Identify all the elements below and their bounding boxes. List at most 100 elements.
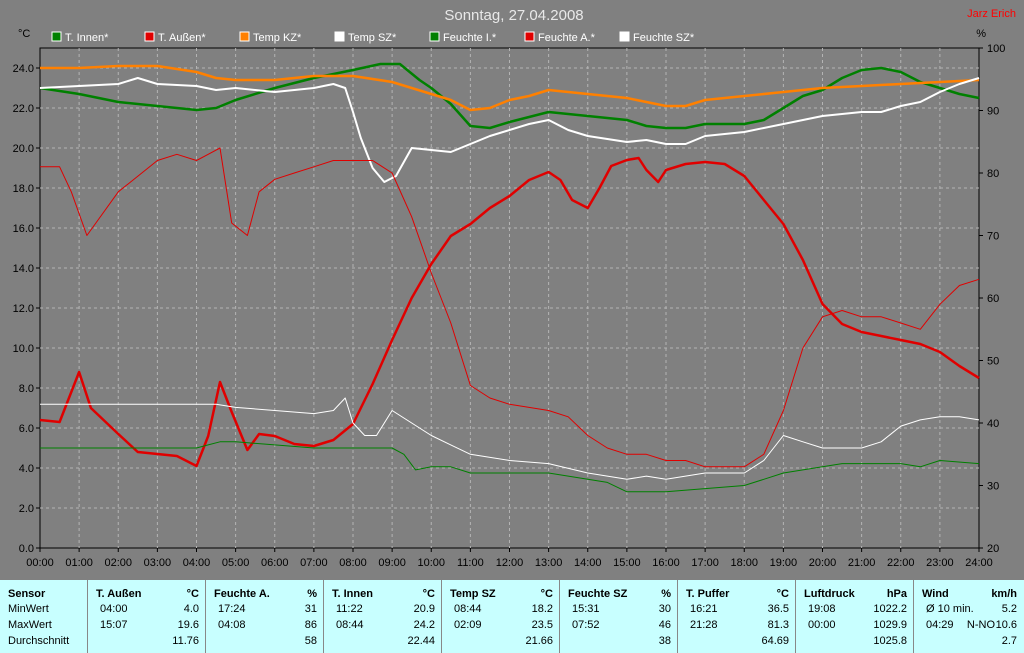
stats-cell-label: 16:21	[690, 603, 718, 615]
stats-header-label: Sensor	[8, 588, 46, 600]
left-tick-label: 14.0	[13, 263, 34, 275]
stats-cell-value: 10.6	[995, 619, 1017, 631]
right-tick-label: 20	[987, 543, 999, 555]
stats-cell-label: 02:09	[454, 619, 482, 631]
stats-cell-label: 17:24	[218, 603, 246, 615]
stats-cell-value: 86	[304, 619, 317, 631]
stats-column: T. Innen °C 11:22 20.9 08:44 24.2 22.44	[324, 580, 442, 653]
stats-cell-label: Ø 10 min.	[926, 603, 974, 615]
stats-cell-value: 30	[658, 603, 671, 615]
stats-row: 2.7	[914, 634, 1023, 649]
series-line-4	[40, 441, 980, 493]
stats-column: Temp SZ °C 08:44 18.2 02:09 23.5 21.66	[442, 580, 560, 653]
x-tick-label: 24:00	[965, 557, 993, 569]
author-label: Jarz Erich	[967, 8, 1016, 20]
right-tick-label: 40	[987, 418, 999, 430]
stats-row: 08:44 18.2	[442, 602, 559, 617]
stats-row: 22.44	[324, 634, 441, 649]
legend-label: Feuchte I.*	[443, 32, 497, 44]
stats-cell-value: 38	[658, 635, 671, 647]
stats-row: 15:31 30	[560, 602, 677, 617]
right-tick-label: 50	[987, 356, 999, 368]
stats-header-unit: °C	[422, 588, 435, 600]
stats-cell-value: 19.6	[177, 619, 199, 631]
stats-cell-label: 04:00	[100, 603, 128, 615]
x-tick-label: 12:00	[496, 557, 524, 569]
legend-swatch	[334, 31, 345, 42]
stats-header-label: Feuchte A.	[214, 588, 270, 600]
stats-row: 38	[560, 634, 677, 649]
legend-swatch	[51, 31, 62, 42]
stats-header: Feuchte SZ%	[560, 587, 677, 602]
x-tick-label: 19:00	[770, 557, 798, 569]
x-tick-label: 15:00	[613, 557, 641, 569]
chart: Sonntag, 27.04.2008 Jarz Erich °C % T. I…	[13, 7, 1016, 569]
stats-cell-value: 1029.9	[873, 619, 907, 631]
stats-header-unit: hPa	[886, 588, 907, 600]
right-tick-label: 70	[987, 231, 999, 243]
stats-column: Feuchte SZ% 15:31 30 07:52 46 38	[560, 580, 678, 653]
stats-header-unit: °C	[776, 588, 789, 600]
right-tick-label: 30	[987, 481, 999, 493]
stats-header: Luftdruck hPa	[796, 587, 913, 602]
x-tick-label: 17:00	[691, 557, 719, 569]
stats-header-unit: %	[661, 588, 671, 600]
stats-header: T. Außen °C	[88, 587, 205, 602]
stats-header-unit: °C	[186, 588, 199, 600]
stats-cell-value: 81.3	[767, 619, 789, 631]
x-tick-label: 11:00	[457, 557, 484, 569]
left-tick-label: 22.0	[13, 103, 34, 115]
stats-row: 19:08 1022.2	[796, 602, 913, 617]
legend-swatch	[144, 31, 155, 42]
stats-header-label: T. Puffer	[686, 588, 730, 600]
x-tick-label: 18:00	[730, 557, 758, 569]
stats-row: 04:08 86	[206, 618, 323, 633]
x-tick-label: 05:00	[222, 557, 250, 569]
stats-header: Temp SZ °C	[442, 587, 559, 602]
stats-row: Durchschnitt	[0, 634, 87, 649]
x-tick-label: 08:00	[339, 557, 367, 569]
x-tick-label: 21:00	[848, 557, 876, 569]
legend-label: T. Außen*	[158, 32, 206, 44]
stats-header: Feuchte A.%	[206, 587, 323, 602]
stats-row: 11:22 20.9	[324, 602, 441, 617]
stats-cell-label: 11:22	[336, 603, 363, 615]
left-tick-label: 2.0	[19, 503, 34, 515]
stats-header-label: Wind	[922, 588, 949, 600]
x-axis: 00:00 01:00 02:00 03:00 04:00 05:00 06:00 07:00…	[26, 548, 993, 569]
stats-cell-value: 64.69	[761, 635, 789, 647]
x-tick-label: 13:00	[535, 557, 563, 569]
stats-cell-label: 15:31	[572, 603, 600, 615]
x-tick-label: 10:00	[417, 557, 445, 569]
stats-row: 16:21 36.5	[678, 602, 795, 617]
series-line-3	[39, 77, 980, 183]
stats-row: 00:00 1029.9	[796, 618, 913, 633]
stats-cell-label: Durchschnitt	[8, 635, 70, 647]
stats-header-label: Luftdruck	[804, 588, 855, 600]
right-tick-label: 100	[987, 43, 1005, 55]
stats-cell-direction: N-NO	[966, 619, 995, 631]
series-line-6	[40, 397, 980, 480]
stats-cell-value: 5.2	[1001, 603, 1017, 615]
x-tick-label: 04:00	[183, 557, 211, 569]
stats-row: 21.66	[442, 634, 559, 649]
stats-cell-value: 23.5	[531, 619, 553, 631]
x-tick-label: 22:00	[887, 557, 915, 569]
stats-column: Wind km/h Ø 10 min. 5.2 04:29 10.6 N-NO 2.7	[914, 580, 1023, 653]
legend-swatch	[619, 31, 630, 42]
stats-header: Sensor	[0, 587, 87, 602]
x-tick-label: 03:00	[144, 557, 172, 569]
legend-swatch	[524, 31, 535, 42]
left-axis-unit: °C	[18, 28, 30, 40]
stats-header-label: Feuchte SZ	[568, 588, 628, 600]
series-group	[39, 62, 980, 493]
stats-cell-label: 19:08	[808, 603, 836, 615]
stats-row: 1025.8	[796, 634, 913, 649]
right-tick-label: 90	[987, 106, 999, 118]
stats-row: 64.69	[678, 634, 795, 649]
right-tick-label: 80	[987, 168, 999, 180]
stats-cell-label: 00:00	[808, 619, 836, 631]
legend-label: Temp KZ*	[253, 32, 302, 44]
stats-column: Luftdruck hPa 19:08 1022.2 00:00 1029.9 1025.8	[796, 580, 914, 653]
legend-label: Feuchte SZ*	[633, 32, 695, 44]
